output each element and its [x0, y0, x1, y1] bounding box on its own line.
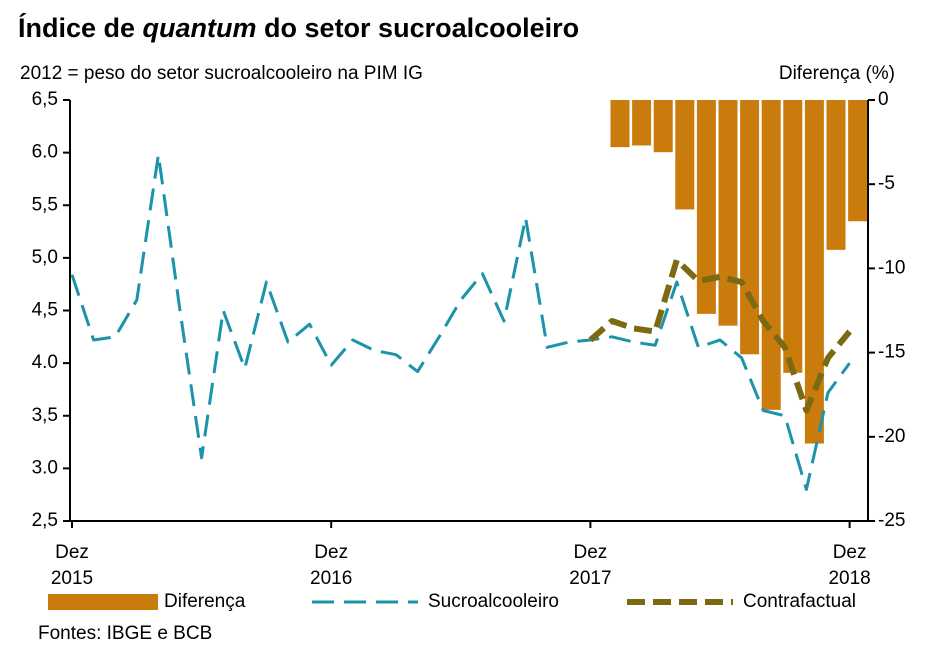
bar	[653, 100, 673, 153]
title-part: do setor sucroalcooleiro	[257, 13, 580, 43]
bar	[610, 100, 630, 148]
y-tick-label: 5,5	[32, 194, 58, 215]
legend-label: Sucroalcooleiro	[428, 591, 559, 612]
source: Fontes: IBGE e BCB	[38, 623, 212, 644]
legend-swatch	[48, 594, 158, 610]
y-tick-label: 6.0	[32, 142, 58, 163]
y2-tick-label: -20	[878, 426, 905, 447]
legend-label: Diferença	[164, 591, 246, 612]
legend-label: Contrafactual	[743, 591, 856, 612]
bar	[718, 100, 738, 326]
title-part: Índice de	[18, 12, 143, 43]
bar	[848, 100, 868, 222]
bar	[826, 100, 846, 250]
y-tick-label: 4,5	[32, 300, 58, 321]
y-tick-label: 3,5	[32, 405, 58, 426]
x-tick-label: Dez 2016	[310, 542, 352, 589]
bar	[740, 100, 760, 355]
y2-tick-label: 0	[878, 89, 889, 110]
y2-tick-label: -25	[878, 510, 905, 531]
x-tick-label: Dez 2015	[51, 542, 93, 589]
y2-tick-label: -5	[878, 173, 895, 194]
bar	[804, 100, 824, 444]
x-tick-label: Dez 2018	[828, 542, 870, 589]
y-tick-label: 4.0	[32, 352, 58, 373]
subtitle: 2012 = peso do setor sucroalcooleiro na …	[20, 63, 423, 84]
y-tick-label: 5,0	[32, 247, 58, 268]
y-tick-label: 6,5	[32, 89, 58, 110]
bar	[696, 100, 716, 314]
x-tick-label: Dez 2017	[569, 542, 611, 589]
bar	[632, 100, 652, 146]
bar	[761, 100, 781, 410]
bar	[675, 100, 695, 210]
chart-title: Índice de quantum do setor sucroalcoolei…	[18, 12, 579, 43]
y2-tick-label: -10	[878, 257, 905, 278]
title-part: quantum	[143, 13, 257, 43]
line	[588, 256, 852, 414]
y-tick-label: 3.0	[32, 457, 58, 478]
bar	[783, 100, 803, 373]
y2-tick-label: -15	[878, 342, 905, 363]
y-tick-label: 2,5	[32, 510, 58, 531]
y2-axis-label: Diferença (%)	[779, 63, 895, 84]
line	[70, 153, 851, 491]
